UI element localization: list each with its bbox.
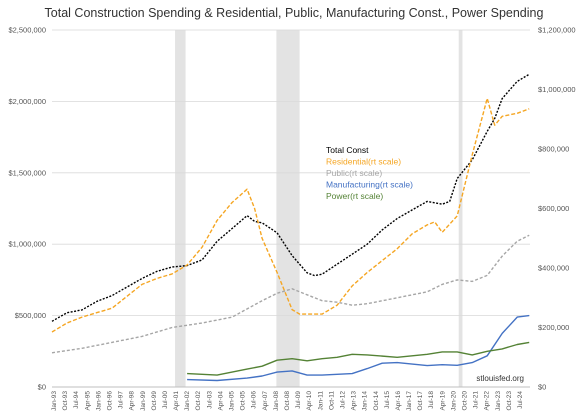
x-tick-label: Oct-11 <box>328 391 335 410</box>
watermark: stlouisfed.org <box>476 374 524 383</box>
series-line <box>187 341 530 376</box>
right-axis: $0 $200,000 $400,000 $600,000 $800,000 $1,000… <box>538 26 576 392</box>
right-tick-label: $600,000 <box>538 204 569 213</box>
legend-entry: Power(rt scale) <box>326 191 383 201</box>
x-tick-label: Jan-17 <box>406 391 413 411</box>
left-tick-label: $500,000 <box>15 311 46 320</box>
grid-lines <box>52 29 530 388</box>
x-tick-label: Oct-14 <box>373 391 380 411</box>
x-tick-label: Apr-16 <box>395 391 402 411</box>
chart-title: Total Construction Spending & Residentia… <box>45 6 544 20</box>
left-axis: $0 $500,000 $1,000,000 $1,500,000 $2,000,000… <box>8 26 46 392</box>
x-tick-label: Jul-15 <box>384 391 391 409</box>
x-tick-label: Apr-07 <box>262 391 269 411</box>
recession-bands <box>175 30 463 387</box>
right-tick-label: $0 <box>538 383 546 392</box>
recession-band <box>175 30 186 387</box>
x-tick-label: Jul-97 <box>118 391 125 409</box>
series-lines <box>51 73 530 382</box>
x-tick-label: Jan-11 <box>317 391 324 411</box>
x-tick-label: Oct-08 <box>284 391 291 411</box>
right-tick-label: $800,000 <box>538 145 569 154</box>
x-tick-label: Oct-05 <box>240 391 247 411</box>
x-tick-label: Jul-18 <box>428 391 435 409</box>
x-tick-label: Jan-96 <box>95 391 102 411</box>
x-tick-label: Jan-23 <box>495 391 502 411</box>
legend-entry: Residential(rt scale) <box>326 157 401 167</box>
legend-entry: Public(rt scale) <box>326 168 382 178</box>
legend-entry: Total Const <box>326 145 369 155</box>
x-tick-label: Jul-21 <box>473 391 480 409</box>
x-tick-label: Oct-02 <box>195 391 202 411</box>
x-tick-label: Apr-13 <box>351 391 358 411</box>
x-tick-label: Jul-03 <box>206 391 213 409</box>
recession-band <box>458 30 463 387</box>
left-tick-label: $0 <box>38 383 46 392</box>
legend: Total Const Residential(rt scale)Public(r… <box>326 145 413 201</box>
x-tick-label: Jul-00 <box>162 391 169 409</box>
x-tick-label: Oct-93 <box>62 391 69 411</box>
x-tick-label: Jan-93 <box>51 391 58 411</box>
x-tick-label: Jan-02 <box>184 391 191 411</box>
x-tick-label: Apr-95 <box>84 391 91 411</box>
x-tick-label: Apr-19 <box>439 391 446 411</box>
right-tick-label: $1,000,000 <box>538 85 576 94</box>
x-tick-label: Oct-17 <box>417 391 424 411</box>
left-tick-label: $2,000,000 <box>8 97 46 106</box>
x-tick-label: Oct-99 <box>151 391 158 411</box>
right-tick-label: $400,000 <box>538 264 569 273</box>
x-tick-label: Apr-98 <box>129 391 136 411</box>
x-tick-label: Apr-10 <box>306 391 313 411</box>
x-tick-label: Jul-94 <box>73 391 80 409</box>
x-tick-label: Jul-09 <box>295 391 302 409</box>
x-tick-label: Jan-99 <box>140 391 147 411</box>
series-line <box>187 314 530 382</box>
series-line <box>51 234 530 354</box>
recession-band <box>276 30 300 387</box>
x-tick-label: Apr-04 <box>217 391 224 411</box>
x-tick-label: Jan-20 <box>450 391 457 411</box>
x-tick-label: Jul-12 <box>339 391 346 409</box>
x-tick-label: Apr-22 <box>484 391 491 411</box>
x-tick-label: Apr-01 <box>173 391 180 411</box>
x-tick-label: Oct-20 <box>462 391 469 411</box>
series-line <box>51 73 530 322</box>
legend-entry: Manufacturing(rt scale) <box>326 180 413 190</box>
x-tick-label: Jan-14 <box>362 391 369 411</box>
x-tick-label: Oct-23 <box>506 391 513 411</box>
left-tick-label: $1,500,000 <box>8 168 46 177</box>
x-tick-label: Jul-24 <box>517 391 524 409</box>
right-tick-label: $1,200,000 <box>538 26 576 35</box>
series-line <box>51 97 530 333</box>
x-axis: Jan-93 Oct-93 Jul-94 Apr-95 Jan-96 Oct-96 Jul-… <box>51 391 524 411</box>
right-tick-label: $200,000 <box>538 323 569 332</box>
x-tick-label: Jul-06 <box>251 391 258 409</box>
x-tick-label: Jan-05 <box>229 391 236 411</box>
left-tick-label: $1,000,000 <box>8 240 46 249</box>
left-tick-label: $2,500,000 <box>8 26 46 35</box>
x-tick-label: Jan-08 <box>273 391 280 411</box>
x-tick-label: Oct-96 <box>106 391 113 411</box>
